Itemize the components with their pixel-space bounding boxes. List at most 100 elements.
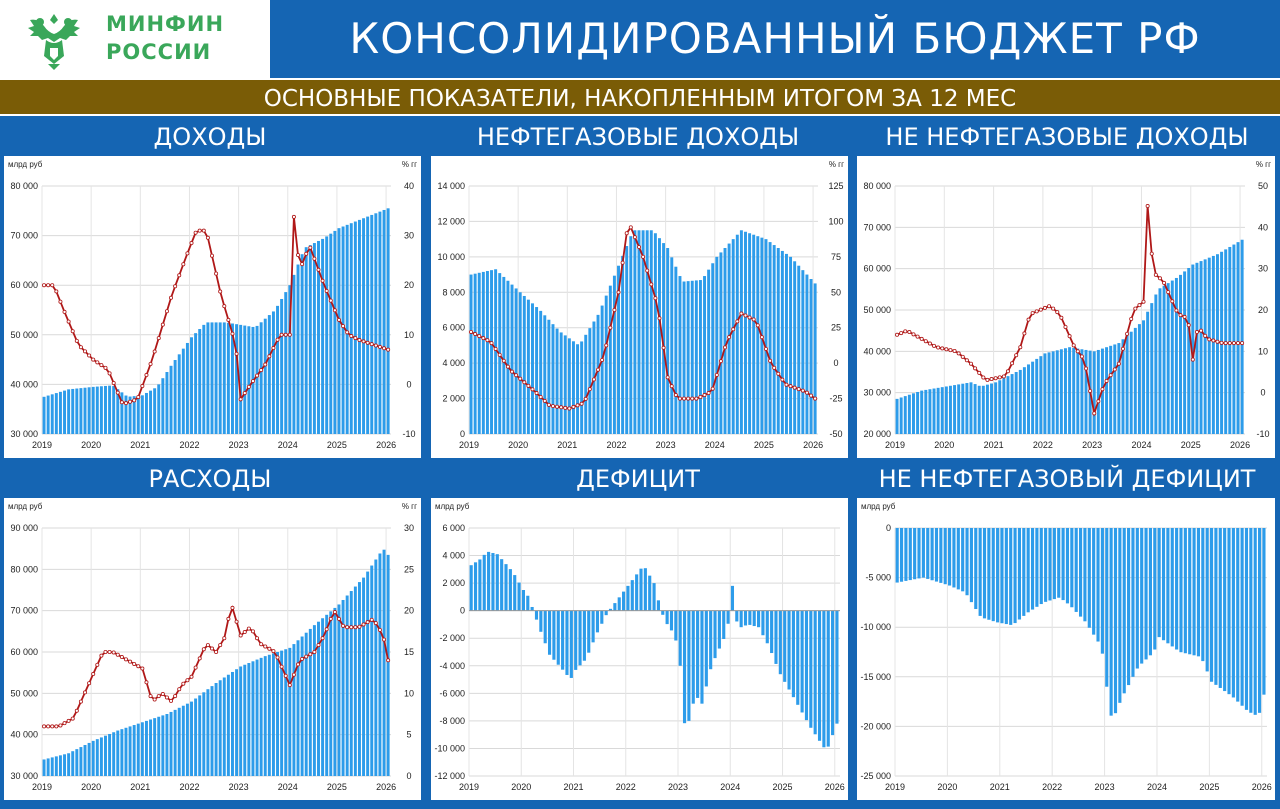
line-point — [74, 708, 79, 713]
line-point — [119, 655, 124, 660]
line-point — [144, 680, 149, 685]
bar — [288, 647, 292, 776]
line-point — [99, 653, 104, 658]
bar — [543, 315, 547, 434]
bar — [629, 236, 633, 434]
bar — [1078, 528, 1083, 617]
bar — [149, 719, 153, 776]
chart-title-nonoil-revenue: НЕ НЕФТЕГАЗОВЫЕ ДОХОДЫ — [885, 123, 1249, 151]
bar — [895, 398, 899, 434]
bar — [46, 395, 50, 434]
line-point — [768, 358, 773, 363]
line-point — [181, 262, 186, 267]
bar — [116, 730, 120, 776]
bar — [521, 590, 525, 611]
line-point — [349, 625, 354, 630]
bar — [63, 754, 67, 776]
bar — [1031, 361, 1035, 434]
y-tick-label: -10 000 — [860, 622, 891, 632]
bar — [317, 621, 320, 776]
y-tick-label: -25 000 — [860, 771, 891, 781]
bar — [87, 387, 91, 434]
line-point — [136, 664, 141, 669]
line-point — [735, 319, 740, 324]
line-point — [382, 346, 387, 351]
bar — [362, 577, 366, 776]
bar — [366, 571, 370, 776]
bar — [504, 564, 508, 611]
bar — [513, 575, 517, 611]
bar — [251, 661, 255, 776]
line-point — [936, 345, 941, 350]
bar — [617, 597, 621, 611]
bar — [1249, 528, 1253, 713]
bar — [1000, 528, 1004, 624]
bar — [635, 574, 639, 611]
bar — [473, 273, 477, 434]
bar — [796, 610, 800, 705]
bar — [539, 310, 543, 434]
line-point — [353, 625, 358, 630]
line-point — [903, 329, 908, 334]
line-point — [173, 284, 178, 289]
bar — [218, 680, 222, 776]
x-tick-label: 2023 — [1082, 440, 1102, 450]
line-point — [1059, 315, 1064, 320]
bar — [362, 218, 366, 434]
bar — [317, 240, 320, 434]
bar — [469, 274, 473, 434]
line-point — [193, 230, 198, 235]
bar — [563, 335, 567, 434]
y2-tick-label: 30 — [404, 523, 414, 533]
y2-tick-label: 40 — [404, 181, 414, 191]
line-point — [1088, 388, 1093, 393]
bar — [149, 390, 153, 434]
bar — [744, 231, 747, 434]
line-point — [316, 267, 321, 272]
line-point — [612, 307, 617, 312]
bar — [198, 329, 202, 434]
bar — [765, 610, 769, 644]
chart-svg: млрд руб -25 000 -20 000 -15 000 -10 000 -5 0… — [860, 502, 1271, 792]
line-point — [960, 354, 965, 359]
bar — [926, 528, 930, 579]
bar — [243, 325, 247, 434]
x-tick-label: 2023 — [229, 782, 249, 792]
line-point — [83, 690, 88, 695]
line-point — [1137, 303, 1142, 308]
bar — [913, 528, 917, 580]
line-point — [624, 231, 629, 236]
bar — [284, 649, 288, 776]
bar — [1109, 528, 1113, 716]
bar — [1044, 528, 1048, 602]
y-tick-label: -2 000 — [439, 633, 465, 643]
line-point — [189, 674, 194, 679]
bar — [1207, 257, 1211, 434]
unit-right-label: % гг — [402, 502, 417, 511]
line-point — [1034, 309, 1039, 314]
line-point — [1199, 328, 1204, 333]
bar — [337, 604, 341, 776]
bar — [809, 279, 813, 434]
unit-left-label: млрд руб — [861, 502, 896, 511]
bar — [953, 385, 957, 434]
line-point — [70, 329, 75, 334]
bar — [136, 723, 140, 776]
bar — [1096, 349, 1100, 434]
bar — [996, 528, 1000, 623]
line-point — [1211, 338, 1216, 343]
bar — [1105, 347, 1109, 434]
line-point — [205, 643, 210, 648]
bar — [633, 230, 637, 434]
bar — [478, 559, 482, 611]
bar — [239, 324, 243, 434]
bar — [108, 385, 112, 434]
bar — [1096, 528, 1100, 642]
line-point — [534, 391, 539, 396]
bar — [75, 388, 79, 434]
line-point — [1071, 343, 1076, 348]
line-point — [377, 344, 382, 349]
bar — [920, 390, 924, 434]
bar — [556, 610, 560, 665]
bar — [805, 274, 809, 434]
